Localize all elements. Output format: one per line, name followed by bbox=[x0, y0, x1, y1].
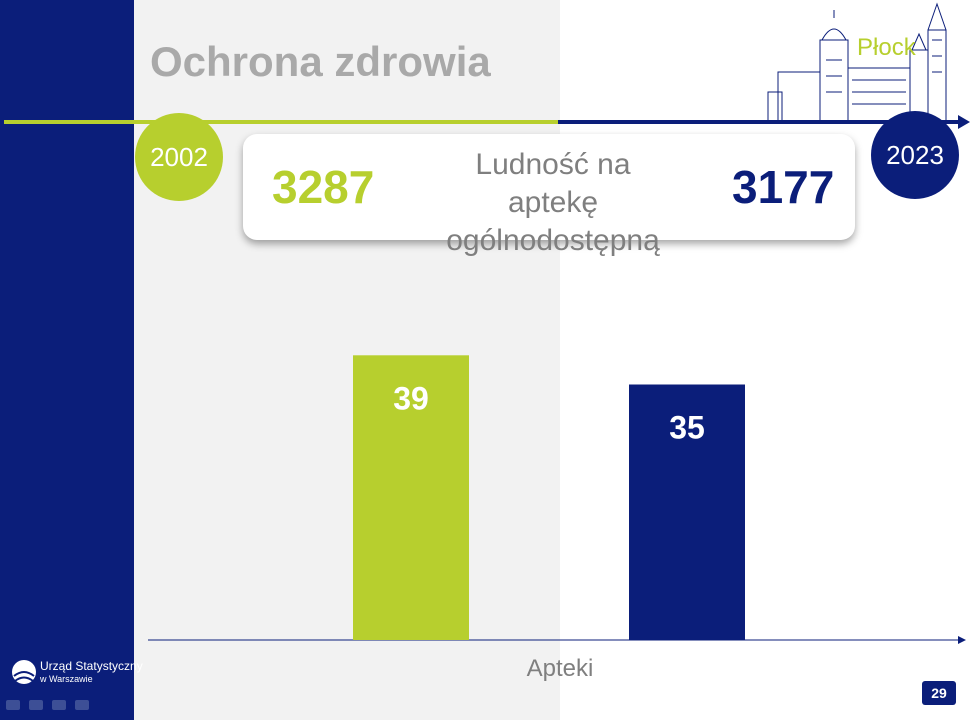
kpi-value-end: 3177 bbox=[732, 161, 835, 213]
slide-title: Ochrona zdrowia bbox=[150, 38, 491, 85]
bar-value-label-2023: 35 bbox=[669, 410, 705, 446]
bar-2002 bbox=[353, 355, 469, 640]
menu-icon[interactable] bbox=[52, 700, 66, 710]
bar-2023 bbox=[629, 384, 745, 640]
logo-line1: Urząd Statystyczny bbox=[40, 659, 143, 673]
nav-back-icon[interactable] bbox=[6, 700, 20, 710]
logo-icon bbox=[12, 660, 36, 684]
bar-value-label-2002: 39 bbox=[393, 380, 429, 416]
year-start-badge: 2002 bbox=[135, 113, 223, 201]
slide-nav-controls bbox=[6, 700, 89, 710]
kpi-card bbox=[243, 134, 855, 240]
nav-forward-icon[interactable] bbox=[75, 700, 89, 710]
year-start-label: 2002 bbox=[150, 141, 208, 172]
kpi-value-start: 3287 bbox=[272, 161, 375, 213]
logo-text: Urząd Statystyczny w Warszawie bbox=[40, 660, 143, 686]
logo-line2: w Warszawie bbox=[40, 674, 93, 684]
kpi-label: Ludność na aptekę ogólnodostępną bbox=[446, 148, 660, 257]
year-end-label: 2023 bbox=[886, 139, 944, 170]
city-name: Płock bbox=[857, 34, 916, 61]
page-number: 29 bbox=[922, 681, 956, 705]
timeline-line-end bbox=[558, 120, 962, 124]
timeline-line-start bbox=[4, 120, 558, 124]
year-end-badge: 2023 bbox=[871, 111, 959, 199]
x-axis-label: Apteki bbox=[527, 655, 594, 682]
x-axis-arrowhead-icon bbox=[958, 636, 966, 644]
timeline-arrowhead-icon bbox=[958, 115, 970, 129]
cathedral-illustration bbox=[767, 2, 947, 122]
pen-icon[interactable] bbox=[29, 700, 43, 710]
